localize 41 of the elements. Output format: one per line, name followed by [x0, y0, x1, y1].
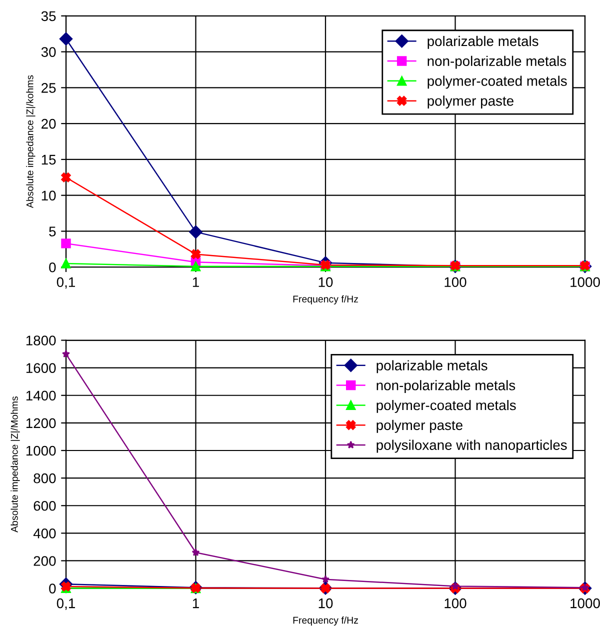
y-tick-label: 0: [49, 584, 56, 594]
legend-label: polymer paste: [428, 96, 514, 109]
y-tick-label: 600: [34, 500, 56, 511]
y-axis-title: Absolute impedance |Z|/kohms: [26, 75, 36, 208]
legend-label: polarizable metals: [376, 360, 488, 374]
y-tick-label: 35: [41, 11, 56, 22]
legend-label: polysiloxane with nanoparticles: [376, 440, 567, 453]
legend-label: polymer paste: [376, 420, 462, 433]
y-tick-label: 1000: [26, 446, 56, 456]
x-tick-label: 10: [318, 277, 333, 288]
x-tick-label: 1: [192, 277, 199, 287]
x-tick-label: 0,1: [56, 277, 75, 289]
y-tick-label: 5: [49, 226, 56, 236]
legend-label: polymer-coated metals: [376, 400, 516, 413]
x-tick-label: 0,1: [56, 598, 75, 610]
y-axis-title: Absolute impedance |Z|/Mohms: [10, 396, 20, 532]
y-tick-label: 30: [41, 47, 56, 57]
x-tick-label: 1000: [570, 598, 600, 608]
x-tick-label: 1000: [570, 277, 600, 288]
x-axis-title: Frequency f/Hz: [293, 616, 358, 626]
x-tick-label: 100: [444, 598, 466, 608]
legend-label: non-polarizable metals: [376, 380, 516, 394]
legend-label: polarizable metals: [428, 36, 538, 49]
y-tick-label: 1600: [26, 363, 56, 373]
y-tick-label: 10: [42, 190, 56, 201]
y-tick-label: 800: [34, 473, 56, 484]
x-tick-label: 10: [318, 598, 333, 608]
y-tick-label: 400: [33, 528, 56, 538]
y-tick-label: 1800: [26, 336, 56, 346]
y-tick-label: 1200: [26, 418, 56, 428]
y-tick-label: 20: [42, 118, 56, 129]
y-tick-label: 25: [42, 83, 56, 93]
x-tick-label: 1: [192, 598, 199, 608]
y-tick-label: 0: [49, 262, 56, 272]
x-tick-label: 100: [444, 277, 466, 288]
y-tick-label: 15: [42, 154, 56, 165]
legend-label: polymer-coated metals: [428, 76, 567, 89]
y-tick-label: 200: [34, 556, 56, 566]
x-axis-title: Frequency f/Hz: [293, 295, 358, 304]
legend-label: non-polarizable metals: [428, 56, 566, 69]
y-tick-label: 1400: [26, 390, 56, 401]
